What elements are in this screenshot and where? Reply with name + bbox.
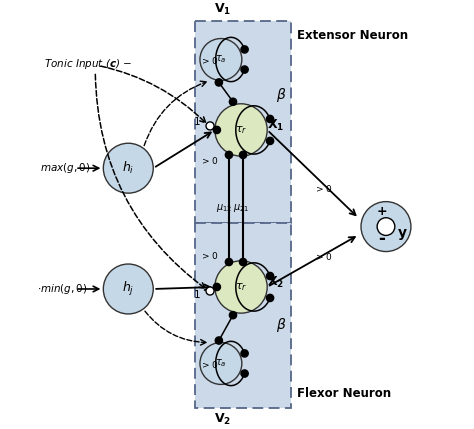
Text: $h_i$: $h_i$ xyxy=(122,160,135,176)
Circle shape xyxy=(377,218,395,236)
Circle shape xyxy=(241,370,248,377)
Circle shape xyxy=(241,350,248,357)
Text: $\mathbf{V_1}$: $\mathbf{V_1}$ xyxy=(214,2,232,17)
Text: $>0$: $>0$ xyxy=(314,251,333,262)
Circle shape xyxy=(103,264,153,314)
Text: $\tau_r$: $\tau_r$ xyxy=(235,124,247,136)
Circle shape xyxy=(239,151,246,159)
Text: -: - xyxy=(379,230,385,248)
Text: $>0$: $>0$ xyxy=(200,251,218,261)
Circle shape xyxy=(200,342,242,384)
Text: +: + xyxy=(377,205,387,218)
Text: $\cdot min(g,0)$: $\cdot min(g,0)$ xyxy=(37,282,87,296)
Text: Tonic Input ($\boldsymbol{c}$) $-$: Tonic Input ($\boldsymbol{c}$) $-$ xyxy=(44,57,132,70)
Text: $\mathbf{X_1}$: $\mathbf{X_1}$ xyxy=(266,118,284,133)
Circle shape xyxy=(215,337,222,344)
FancyBboxPatch shape xyxy=(195,223,292,408)
Circle shape xyxy=(241,46,248,53)
Text: $\tau_a$: $\tau_a$ xyxy=(215,358,227,369)
Circle shape xyxy=(266,272,273,280)
Text: $h_j$: $h_j$ xyxy=(122,280,135,298)
Text: $>0$: $>0$ xyxy=(200,155,218,166)
Text: $\mathbf{y}$: $\mathbf{y}$ xyxy=(397,227,408,242)
Circle shape xyxy=(206,287,214,295)
Text: $\beta$: $\beta$ xyxy=(276,316,286,334)
Text: $\tau_r$: $\tau_r$ xyxy=(235,281,247,293)
Circle shape xyxy=(229,98,237,106)
Text: 1: 1 xyxy=(193,117,200,127)
Circle shape xyxy=(206,122,214,130)
Circle shape xyxy=(213,126,220,133)
Text: 1: 1 xyxy=(193,290,200,300)
Text: $>0$: $>0$ xyxy=(314,183,333,194)
Text: Flexor Neuron: Flexor Neuron xyxy=(297,387,392,400)
Circle shape xyxy=(229,311,237,319)
Text: $>0$: $>0$ xyxy=(200,55,218,66)
Circle shape xyxy=(225,151,233,159)
Text: $max(g,0)$: $max(g,0)$ xyxy=(40,161,90,175)
Text: $\tau_a$: $\tau_a$ xyxy=(215,54,227,65)
Circle shape xyxy=(225,258,233,266)
FancyBboxPatch shape xyxy=(195,21,292,223)
Text: $\mathbf{V_2}$: $\mathbf{V_2}$ xyxy=(214,412,231,427)
Text: $\mathbf{X_2}$: $\mathbf{X_2}$ xyxy=(267,275,284,290)
Text: $\mu_{21}$: $\mu_{21}$ xyxy=(233,202,249,214)
Circle shape xyxy=(215,79,222,86)
Circle shape xyxy=(200,39,242,80)
Circle shape xyxy=(361,202,411,251)
Circle shape xyxy=(215,261,267,313)
Circle shape xyxy=(213,283,220,290)
Circle shape xyxy=(215,104,267,156)
Circle shape xyxy=(103,143,153,193)
Circle shape xyxy=(266,115,273,123)
Text: $>0$: $>0$ xyxy=(200,359,218,370)
Text: Extensor Neuron: Extensor Neuron xyxy=(297,29,409,42)
Circle shape xyxy=(241,66,248,73)
Text: $\beta$: $\beta$ xyxy=(276,86,286,104)
Circle shape xyxy=(266,137,273,145)
Circle shape xyxy=(239,258,246,266)
Text: $\mu_{12}$: $\mu_{12}$ xyxy=(216,202,232,214)
Circle shape xyxy=(266,294,273,302)
